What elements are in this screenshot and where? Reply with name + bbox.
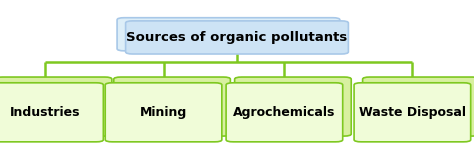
FancyBboxPatch shape xyxy=(105,83,222,142)
Text: Mining: Mining xyxy=(140,106,187,119)
Text: Agrochemicals: Agrochemicals xyxy=(233,106,336,119)
Text: Industries: Industries xyxy=(10,106,80,119)
FancyBboxPatch shape xyxy=(117,18,340,51)
FancyBboxPatch shape xyxy=(114,77,230,136)
Text: Waste Disposal: Waste Disposal xyxy=(359,106,466,119)
FancyBboxPatch shape xyxy=(354,83,471,142)
FancyBboxPatch shape xyxy=(126,21,348,54)
FancyBboxPatch shape xyxy=(0,77,112,136)
FancyBboxPatch shape xyxy=(226,83,343,142)
FancyBboxPatch shape xyxy=(363,77,474,136)
FancyBboxPatch shape xyxy=(0,83,103,142)
FancyBboxPatch shape xyxy=(235,77,351,136)
Text: Sources of organic pollutants: Sources of organic pollutants xyxy=(127,31,347,44)
